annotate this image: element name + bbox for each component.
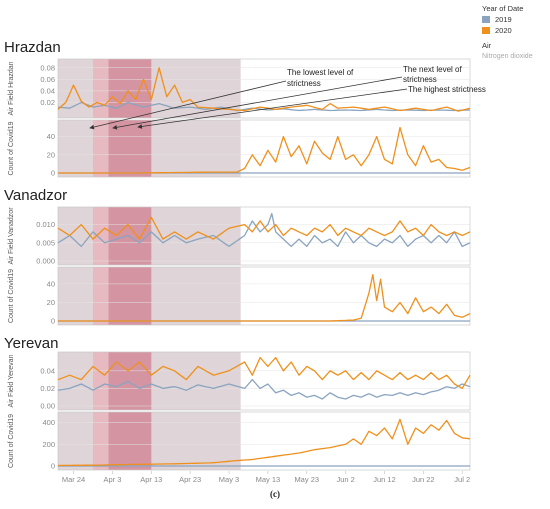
covid-frame — [57, 119, 471, 178]
annotations: The lowest level of strictness The next … — [89, 65, 486, 130]
annotation-lowest-line1: The lowest level of — [287, 68, 354, 77]
legend-title: Year of Date — [482, 4, 523, 13]
x-tick-label: May 3 — [219, 475, 239, 484]
y-tick-label: 40 — [47, 132, 55, 141]
legend: Year of Date 2019 2020 Air Nitrogen diox… — [482, 4, 533, 60]
y-tick-label: 0 — [51, 169, 55, 178]
legend-swatch-2020 — [482, 27, 490, 34]
series-line-2020 — [58, 126, 471, 174]
y-tick-label: 0 — [51, 462, 55, 471]
x-tick-label: Apr 23 — [179, 475, 201, 484]
y-tick-label: 400 — [42, 418, 55, 427]
x-tick-label: Jun 12 — [373, 475, 396, 484]
y-tick-label: 0.02 — [40, 98, 55, 107]
covid-frame — [57, 411, 471, 471]
band-highest — [108, 412, 152, 470]
series-line-2020 — [57, 356, 471, 390]
y-tick-label: 0.00 — [40, 402, 55, 411]
air-y-axis-label: Air Field Vanadzor — [8, 207, 15, 265]
y-tick-label: 0.06 — [40, 75, 55, 84]
panel-title: Yerevan — [4, 335, 59, 352]
y-tick-label: 0.010 — [36, 220, 55, 229]
panel-yerevan: Yerevan 0.04 0.02 0.00 Air Field Yerevan 400 2… — [4, 335, 471, 471]
x-tick-label: Jun 2 — [336, 475, 354, 484]
y-tick-label: 0 — [51, 317, 55, 326]
series-line-2020 — [57, 216, 471, 240]
panel-title: Hrazdan — [4, 39, 61, 56]
annotation-lowest-line2: strictness — [287, 79, 321, 88]
air-y-axis-label: Air Field Yerevan — [8, 354, 15, 407]
series-line-2019 — [57, 378, 471, 400]
y-tick-label: 0.02 — [40, 384, 55, 393]
x-tick-label: Apr 3 — [103, 475, 121, 484]
y-tick-label: 0.000 — [36, 257, 55, 266]
legend-label-2020: 2020 — [495, 26, 512, 35]
y-tick-label: 20 — [47, 150, 55, 159]
panel-vanadzor: Vanadzor 0.010 0.005 0.000 Air Field Vanadzo… — [4, 187, 471, 326]
figure-caption: (c) — [270, 489, 280, 499]
x-tick-label: Jul 2 — [454, 475, 470, 484]
x-tick-label: Mar 24 — [62, 475, 85, 484]
arrow-highest — [137, 88, 408, 129]
covid-frame — [57, 266, 471, 326]
air-y-axis-label: Air Field Hrazdan — [8, 61, 15, 115]
arrow-lowest — [89, 80, 287, 130]
x-axis: Mar 24 Apr 3 Apr 13 Apr 23 May 3 May 13 May 23… — [62, 471, 470, 484]
annotation-next-line2: strictness — [403, 75, 437, 84]
band-highest — [108, 120, 152, 177]
arrow-next — [112, 76, 403, 130]
covid-y-axis-label: Count of Covid19 — [8, 121, 15, 175]
y-tick-label: 0.08 — [40, 63, 55, 72]
series-line-2019 — [57, 212, 471, 248]
y-tick-label: 40 — [47, 279, 55, 288]
air-frame — [57, 206, 471, 266]
y-tick-label: 0.04 — [40, 366, 55, 375]
y-tick-label: 0.04 — [40, 86, 55, 95]
series-line-2020 — [58, 273, 471, 322]
series-line-2020 — [57, 67, 471, 112]
air-frame — [57, 351, 471, 411]
annotation-next-line1: The next level of — [403, 65, 462, 74]
x-tick-label: Apr 13 — [140, 475, 162, 484]
y-tick-label: 20 — [47, 298, 55, 307]
panel-hrazdan: Hrazdan 0.08 0.06 0.04 0.02 Air Field Hrazdan… — [4, 39, 471, 178]
x-tick-label: Jun 22 — [412, 475, 435, 484]
y-tick-label: 200 — [42, 440, 55, 449]
air-frame — [57, 58, 471, 119]
panel-title: Vanadzor — [4, 187, 67, 204]
series-line-2020 — [57, 418, 471, 467]
x-tick-label: May 23 — [294, 475, 319, 484]
y-tick-label: 0.005 — [36, 238, 55, 247]
legend-measure-sub: Nitrogen dioxide — [482, 53, 533, 60]
panels: Hrazdan 0.08 0.06 0.04 0.02 Air Field Hrazdan… — [4, 39, 471, 471]
legend-measure-title: Air — [482, 41, 492, 50]
covid-y-axis-label: Count of Covid19 — [8, 269, 15, 323]
legend-label-2019: 2019 — [495, 15, 512, 24]
annotation-highest: The highest strictness — [408, 85, 486, 94]
x-tick-label: May 13 — [256, 475, 281, 484]
legend-swatch-2019 — [482, 16, 490, 23]
band-highest — [108, 267, 152, 325]
covid-y-axis-label: Count of Covid19 — [8, 414, 15, 468]
band-highest — [108, 352, 152, 410]
